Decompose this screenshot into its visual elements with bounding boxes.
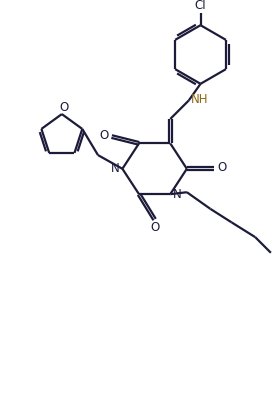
Text: N: N — [111, 162, 120, 175]
Text: O: O — [59, 101, 68, 114]
Text: O: O — [217, 161, 227, 174]
Text: O: O — [150, 221, 159, 234]
Text: N: N — [173, 188, 182, 201]
Text: NH: NH — [191, 93, 208, 106]
Text: O: O — [99, 129, 108, 142]
Text: Cl: Cl — [195, 0, 206, 12]
